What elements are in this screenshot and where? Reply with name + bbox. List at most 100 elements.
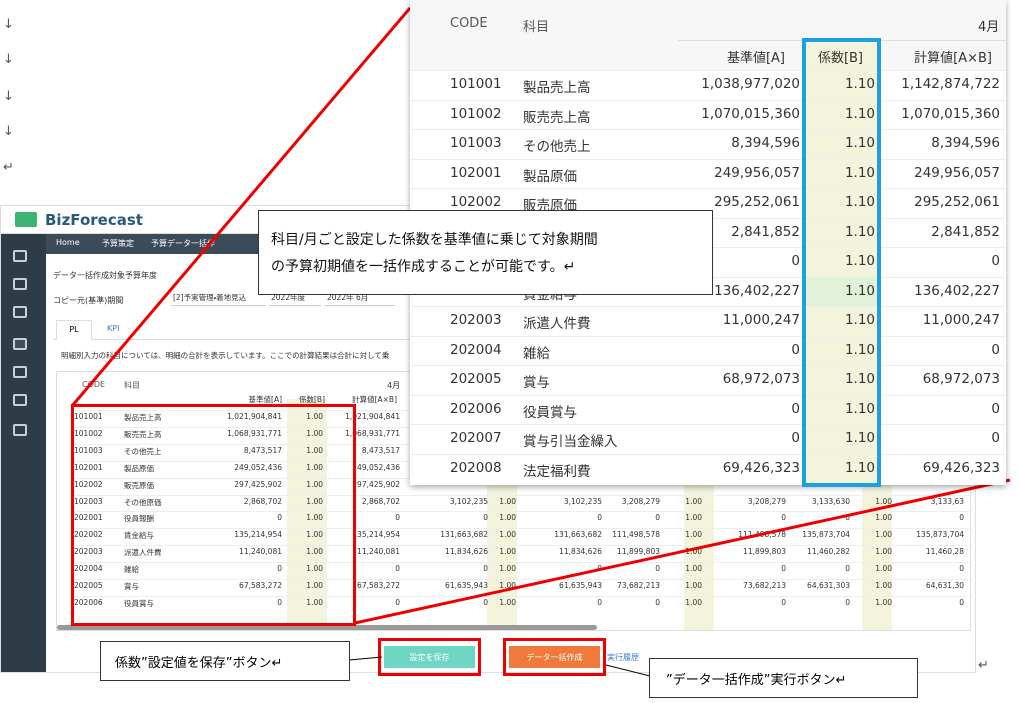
cell: 0	[277, 513, 282, 523]
cell: 8,394,596	[931, 135, 1000, 151]
cell: 1,142,874,722	[901, 76, 1000, 92]
cell: 販売売上高	[523, 109, 591, 126]
cell: 1,068,931,771	[227, 428, 282, 438]
cell: 101002	[450, 105, 502, 122]
button[interactable]: 設定を保存	[384, 646, 475, 668]
selected-cell	[803, 276, 880, 306]
cell: 雑給	[124, 565, 139, 575]
breadcrumb-item[interactable]: 予算策定	[102, 239, 134, 248]
callout-text: の予算初期値を一括作成することが可能です。↵	[271, 259, 576, 275]
sidebar-icon[interactable]	[13, 278, 27, 290]
cell: 2,841,852	[931, 223, 1000, 240]
button-outline	[503, 638, 606, 676]
cell: 1.00	[306, 496, 323, 506]
sidebar-icon[interactable]	[13, 306, 27, 318]
cell: 0	[991, 341, 1000, 358]
col-header: CODE	[82, 380, 106, 389]
cell: 0	[959, 597, 964, 607]
cell: 69,426,323	[922, 459, 1000, 476]
cell: 1.00	[875, 513, 892, 523]
cell: 202005	[74, 581, 103, 590]
cell: 8,394,596	[731, 135, 800, 151]
cell: 8,473,517	[361, 445, 400, 455]
cell: 101002	[74, 428, 103, 438]
cell: 派遣人件費	[124, 548, 162, 558]
table-row	[410, 424, 1006, 454]
form-label: コピー元(基準)期間	[53, 296, 124, 305]
cell: 1.10	[844, 430, 875, 446]
cell: 1.00	[875, 496, 892, 506]
cell: 1.10	[844, 282, 875, 299]
cell: 0	[277, 564, 282, 574]
table-row	[410, 453, 1006, 484]
table-row	[410, 129, 1006, 159]
cell: 販売原価	[124, 480, 154, 490]
cell: 202004	[450, 341, 502, 358]
cell: 101001	[450, 76, 502, 92]
coef-column	[803, 40, 880, 485]
cell: 1.10	[844, 312, 875, 328]
cell: 0	[791, 341, 800, 358]
cell: 1.10	[844, 371, 875, 387]
cell: 1.00	[499, 564, 516, 574]
tab[interactable]: PL	[56, 320, 92, 340]
sidebar-icon[interactable]	[13, 394, 27, 406]
breadcrumb-item[interactable]: Home	[56, 238, 80, 247]
cell: 102001	[450, 164, 502, 181]
cell: 295,252,061	[714, 194, 800, 210]
sub-header: 基準値[A]	[726, 51, 785, 66]
cell: 202003	[74, 547, 103, 557]
cell: 249,956,057	[914, 164, 1000, 181]
cell: 1.00	[306, 428, 323, 438]
button[interactable]: データ一括作成	[509, 646, 600, 668]
cell: 1.00	[875, 564, 892, 574]
select[interactable]: [2]予実管理・着地見込	[171, 292, 266, 306]
cell: 賃金給与	[124, 531, 154, 541]
cell: 1.10	[844, 400, 875, 417]
cell: 1,070,015,360	[901, 105, 1000, 122]
cell: 1.10	[844, 253, 875, 269]
cell: 1.00	[306, 530, 323, 540]
table-row	[410, 365, 1006, 395]
margin-mark: ↓	[3, 124, 14, 139]
table-row	[410, 394, 1006, 425]
cell: 0	[991, 253, 1000, 269]
cell: 11,460,28	[925, 547, 964, 557]
cell: 1.00	[306, 564, 323, 574]
cell: 1.00	[306, 445, 323, 455]
cell: 1.00	[685, 530, 702, 540]
tab[interactable]: KPI	[107, 324, 120, 333]
cell: 101003	[450, 135, 502, 151]
cell: 295,252,061	[914, 194, 1000, 210]
cell: 101001	[74, 412, 103, 421]
sidebar-icon[interactable]	[13, 338, 27, 350]
breadcrumb-item[interactable]: 予算データ一括作	[151, 239, 215, 248]
cell: 202006	[74, 597, 103, 607]
cell: 1.00	[499, 547, 516, 557]
cell: 1.00	[306, 479, 323, 489]
cell: 1.10	[844, 105, 875, 122]
history-link[interactable]: 実行履歴	[607, 653, 639, 662]
cell: 136,402,227	[714, 282, 800, 299]
header-bg	[410, 0, 1006, 70]
cell: 8,473,517	[243, 445, 282, 455]
table-row	[410, 158, 1006, 189]
cell: 11,899,803	[743, 547, 786, 557]
cell: 102001	[74, 462, 103, 472]
cell: 0	[791, 253, 800, 269]
cell: 販売売上高	[124, 429, 162, 439]
sidebar-icon[interactable]	[13, 424, 27, 436]
coef-column	[287, 399, 327, 630]
sidebar-icon[interactable]	[13, 366, 27, 378]
cell: 111,498,578	[738, 530, 786, 540]
cell: 1,038,977,020	[701, 76, 800, 92]
sidebar-icon[interactable]	[13, 250, 27, 262]
col-header: 科目	[124, 381, 140, 390]
coef-highlight	[802, 38, 881, 487]
cell: 1.00	[306, 513, 323, 523]
col-header: CODE	[450, 16, 488, 31]
cell: 202005	[450, 371, 502, 387]
cell: 1.00	[875, 581, 892, 590]
callout: 科目/月ごと設定した係数を基準値に乗じて対象期間 の予算初期値を一括作成することが…	[258, 210, 713, 295]
